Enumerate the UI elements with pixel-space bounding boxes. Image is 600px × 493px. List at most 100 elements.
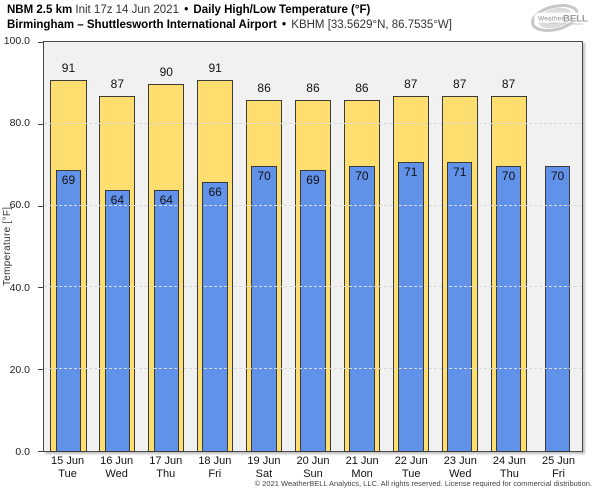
x-tick-label: 17 Jun Thu bbox=[141, 455, 190, 480]
y-tick-label: 100.0 bbox=[3, 35, 30, 47]
low-value-label: 64 bbox=[159, 193, 173, 208]
bar-slot: 91 69 bbox=[44, 42, 93, 452]
station-coordinates: KBHM [33.5629°N, 86.7535°W] bbox=[291, 18, 452, 31]
plot-area: 91 69 87 64 90 64 91 66 86 70 86 69 86 70 87 71 87 71 87 70… bbox=[38, 41, 583, 452]
x-tick-date: 22 Jun bbox=[394, 455, 428, 467]
init-time: Init 17z 14 Jun 2021 bbox=[75, 4, 179, 16]
y-tick-mark bbox=[38, 205, 43, 207]
model-name: NBM 2.5 km bbox=[7, 4, 73, 16]
x-tick-label: 21 Jun Mon bbox=[338, 455, 387, 480]
bar-slot: 87 71 bbox=[435, 42, 484, 452]
high-value-label: 86 bbox=[257, 81, 271, 96]
y-axis-ticks: 0.0 20.0 40.0 60.0 80.0 100.0 bbox=[0, 35, 38, 458]
y-tick-mark bbox=[38, 369, 43, 371]
high-value-label: 90 bbox=[159, 64, 173, 79]
x-tick-day: Fri bbox=[208, 467, 222, 480]
high-value-label: 86 bbox=[355, 81, 369, 96]
high-value-label: 87 bbox=[110, 77, 125, 92]
x-tick-label: 16 Jun Wed bbox=[92, 455, 141, 480]
x-tick-date: 25 Jun bbox=[541, 455, 575, 467]
low-bar: 71 bbox=[446, 161, 473, 452]
x-tick-label: 23 Jun Wed bbox=[436, 455, 485, 480]
bar-slot: 87 64 bbox=[93, 42, 142, 452]
x-tick-date: 19 Jun bbox=[247, 455, 281, 467]
bar-slot: 86 70 bbox=[337, 42, 386, 452]
bar-slot: 70 bbox=[533, 42, 582, 452]
x-tick-label: 22 Jun Tue bbox=[387, 455, 436, 480]
low-value-label: 66 bbox=[208, 185, 222, 200]
x-tick-label: 24 Jun Thu bbox=[485, 455, 534, 480]
x-tick-date: 17 Jun bbox=[149, 455, 183, 467]
low-bar: 69 bbox=[55, 169, 82, 452]
logo-tagline-rule bbox=[563, 23, 583, 25]
gridline bbox=[44, 204, 582, 206]
x-tick-date: 18 Jun bbox=[198, 455, 232, 467]
title-line-1: NBM 2.5 km Init 17z 14 Jun 2021 • Daily … bbox=[7, 3, 452, 18]
y-tick-label: 80.0 bbox=[9, 117, 30, 130]
y-tick-mark bbox=[38, 287, 43, 289]
logo-text-weather: Weather bbox=[538, 16, 564, 23]
x-tick-day: Wed bbox=[449, 467, 472, 480]
x-tick-label: 15 Jun Tue bbox=[43, 455, 92, 480]
x-tick-date: 21 Jun bbox=[345, 455, 379, 467]
x-tick-day: Sat bbox=[255, 467, 273, 480]
bar-slot: 91 66 bbox=[191, 42, 240, 452]
y-tick-label: 60.0 bbox=[9, 199, 30, 212]
gridline bbox=[44, 122, 582, 124]
x-tick-date: 23 Jun bbox=[443, 455, 477, 467]
high-value-label: 86 bbox=[306, 81, 320, 96]
low-value-label: 70 bbox=[550, 168, 565, 183]
y-tick-label: 20.0 bbox=[9, 363, 30, 376]
high-value-label: 91 bbox=[61, 60, 76, 75]
bar-slot: 86 69 bbox=[289, 42, 338, 452]
x-tick-day: Thu bbox=[156, 467, 176, 480]
station-name: Birmingham – Shuttlesworth International… bbox=[7, 18, 277, 31]
x-tick-day: Wed bbox=[105, 467, 128, 480]
x-labels-row: 15 Jun Tue 16 Jun Wed 17 Jun Thu 18 Jun Fri 19 J… bbox=[43, 455, 583, 480]
low-bar: 66 bbox=[202, 182, 228, 452]
x-tick-date: 20 Jun bbox=[296, 455, 330, 467]
low-value-label: 69 bbox=[306, 172, 320, 187]
y-tick-label: 0.0 bbox=[15, 446, 30, 458]
x-tick-date: 16 Jun bbox=[100, 455, 134, 467]
x-tick-day: Thu bbox=[499, 467, 519, 480]
gridline bbox=[44, 286, 582, 288]
copyright-notice: © 2021 WeatherBELL Analytics, LLC. All r… bbox=[254, 479, 592, 488]
low-bar: 69 bbox=[300, 169, 326, 452]
gridline bbox=[44, 368, 582, 370]
bar-slot: 87 71 bbox=[386, 42, 435, 452]
bullet-separator: • bbox=[282, 18, 287, 31]
bar-slot: 90 64 bbox=[142, 42, 191, 452]
low-bar: 70 bbox=[251, 165, 277, 452]
low-bar: 64 bbox=[104, 190, 131, 452]
title-line-2: Birmingham – Shuttlesworth International… bbox=[7, 18, 452, 33]
x-tick-label: 25 Jun Fri bbox=[534, 455, 583, 480]
high-value-label: 87 bbox=[404, 77, 418, 92]
low-value-label: 64 bbox=[110, 193, 125, 208]
low-value-label: 69 bbox=[61, 172, 76, 187]
low-value-label: 70 bbox=[257, 168, 271, 183]
x-tick-date: 24 Jun bbox=[492, 455, 526, 467]
x-tick-label: 19 Jun Sat bbox=[239, 455, 288, 480]
weatherbell-swirl-icon: Weather BELL bbox=[531, 4, 588, 32]
high-value-label: 87 bbox=[453, 77, 467, 92]
bullet-separator: • bbox=[184, 4, 189, 16]
low-bar: 70 bbox=[495, 165, 522, 452]
bar-slot: 87 70 bbox=[484, 42, 533, 452]
x-tick-day: Mon bbox=[351, 467, 373, 480]
chart-header: NBM 2.5 km Init 17z 14 Jun 2021 • Daily … bbox=[7, 3, 452, 32]
logo-text-bell: BELL bbox=[563, 14, 588, 25]
low-bar: 70 bbox=[349, 165, 375, 452]
low-value-label: 70 bbox=[355, 168, 369, 183]
low-bar: 70 bbox=[544, 165, 571, 452]
low-value-label: 71 bbox=[404, 164, 418, 179]
high-value-label: 91 bbox=[208, 60, 222, 75]
x-tick-label: 18 Jun Fri bbox=[190, 455, 239, 480]
low-value-label: 70 bbox=[501, 168, 516, 183]
low-bar: 64 bbox=[153, 190, 179, 452]
x-tick-day: Tue bbox=[58, 467, 77, 480]
low-value-label: 71 bbox=[453, 164, 467, 179]
product-title: Daily High/Low Temperature (°F) bbox=[193, 4, 371, 16]
weatherbell-logo: Weather BELL bbox=[522, 1, 590, 41]
y-tick-mark bbox=[38, 451, 43, 452]
